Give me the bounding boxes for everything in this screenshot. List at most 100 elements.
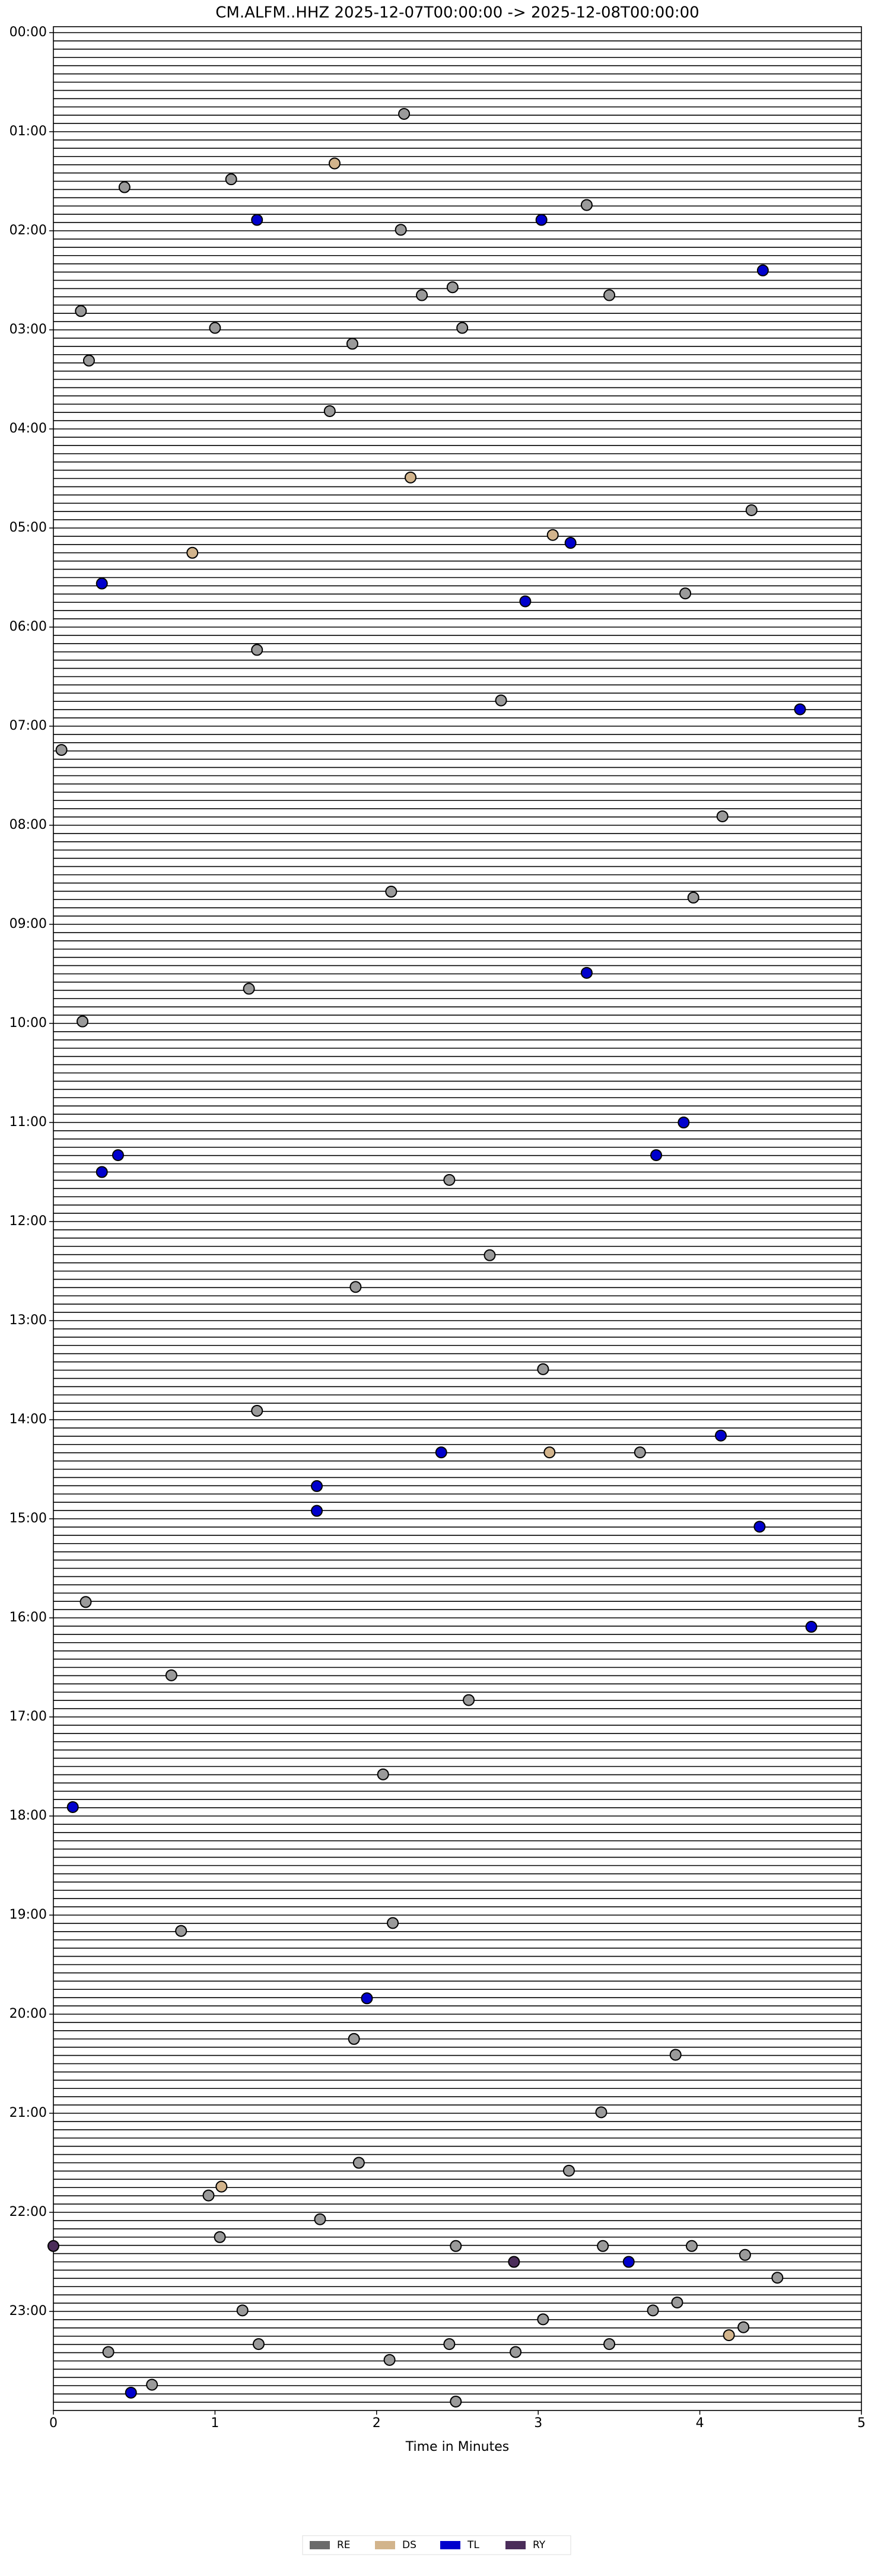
legend-swatch [310,2541,330,2549]
event-marker [634,1446,646,1459]
event-marker [716,810,729,822]
event-marker [243,982,255,995]
event-marker [543,1446,556,1459]
legend-label: RY [533,2539,546,2551]
event-marker [165,1669,177,1681]
legend-swatch [375,2541,395,2549]
event-marker [118,181,131,193]
y-tick-label: 20:00 [9,2006,47,2021]
event-marker [348,2033,360,2045]
y-tick-label: 06:00 [9,619,47,634]
event-marker [385,885,397,898]
event-marker [311,1505,323,1517]
y-tick-label: 14:00 [9,1412,47,1427]
y-tick-label: 03:00 [9,322,47,337]
event-marker [202,2189,215,2202]
event-marker [146,2378,158,2391]
event-marker [252,2338,265,2351]
legend-label: RE [337,2539,351,2551]
y-tick-label: 11:00 [9,1115,47,1130]
event-marker [446,281,459,294]
x-tick-label: 4 [696,2416,704,2431]
legend-swatch [440,2541,460,2549]
event-marker [678,1117,690,1128]
event-marker [328,157,341,170]
y-tick-label: 09:00 [9,917,47,931]
event-marker [323,405,336,417]
event-marker [79,1596,92,1608]
event-marker [510,2346,522,2358]
y-tick-label: 07:00 [9,718,47,733]
event-marker [443,2338,456,2351]
y-tick-label: 16:00 [9,1610,47,1625]
event-marker [739,2249,751,2261]
event-marker [771,2272,784,2284]
event-marker [595,2106,608,2119]
event-marker [435,1446,447,1459]
x-tick-label: 1 [211,2416,219,2431]
event-marker [251,214,263,226]
y-tick-label: 23:00 [9,2304,47,2319]
event-marker [225,173,237,186]
y-tick-label: 17:00 [9,1709,47,1724]
event-marker [416,289,428,301]
event-marker [715,1429,727,1442]
event-marker [96,1166,108,1178]
event-marker [311,1480,323,1492]
event-marker [361,1992,373,2005]
event-marker [756,264,769,276]
event-marker [650,1149,663,1162]
event-marker [597,2240,609,2252]
y-tick-label: 04:00 [9,421,47,436]
event-marker [398,107,411,120]
y-tick-label: 15:00 [9,1511,47,1526]
event-marker [209,322,221,334]
event-marker [47,2240,59,2252]
event-marker [508,2256,520,2268]
x-tick-label: 0 [49,2416,58,2431]
event-marker [564,537,577,549]
event-marker [387,1917,399,1929]
event-marker [175,1925,187,1937]
event-marker [805,1621,818,1633]
x-tick-label: 3 [534,2416,542,2431]
event-marker [685,2240,698,2252]
event-marker [125,2386,137,2399]
event-marker [450,2395,462,2408]
event-marker [349,1281,362,1293]
y-tick-label: 19:00 [9,1907,47,1922]
event-marker [603,2338,616,2351]
event-marker [352,2157,365,2169]
event-marker [535,214,548,226]
event-marker [753,1521,766,1533]
event-marker [669,2049,682,2061]
event-marker [383,2354,396,2366]
x-tick-label: 5 [857,2416,866,2431]
y-tick-label: 18:00 [9,1808,47,1823]
event-marker [377,1768,389,1780]
event-marker [794,703,806,715]
legend-label: TL [467,2539,479,2551]
event-marker [82,354,95,367]
event-marker [456,322,469,334]
y-tick-label: 00:00 [9,25,47,40]
event-marker [215,2180,228,2193]
event-marker [562,2164,575,2177]
y-tick-label: 12:00 [9,1214,47,1229]
event-marker [75,305,87,317]
event-marker [647,2304,659,2317]
event-marker [687,891,699,904]
event-marker [251,644,263,656]
y-tick-label: 01:00 [9,124,47,139]
event-marker [495,694,507,707]
event-marker [537,1363,549,1375]
x-tick-label: 2 [373,2416,381,2431]
chart-title: CM.ALFM..HHZ 2025-12-07T00:00:00 -> 2025… [215,4,699,22]
event-marker [519,595,532,608]
y-tick-label: 10:00 [9,1016,47,1031]
event-marker [745,504,758,516]
event-marker [671,2296,683,2308]
event-marker [186,546,199,559]
y-tick-label: 22:00 [9,2205,47,2219]
